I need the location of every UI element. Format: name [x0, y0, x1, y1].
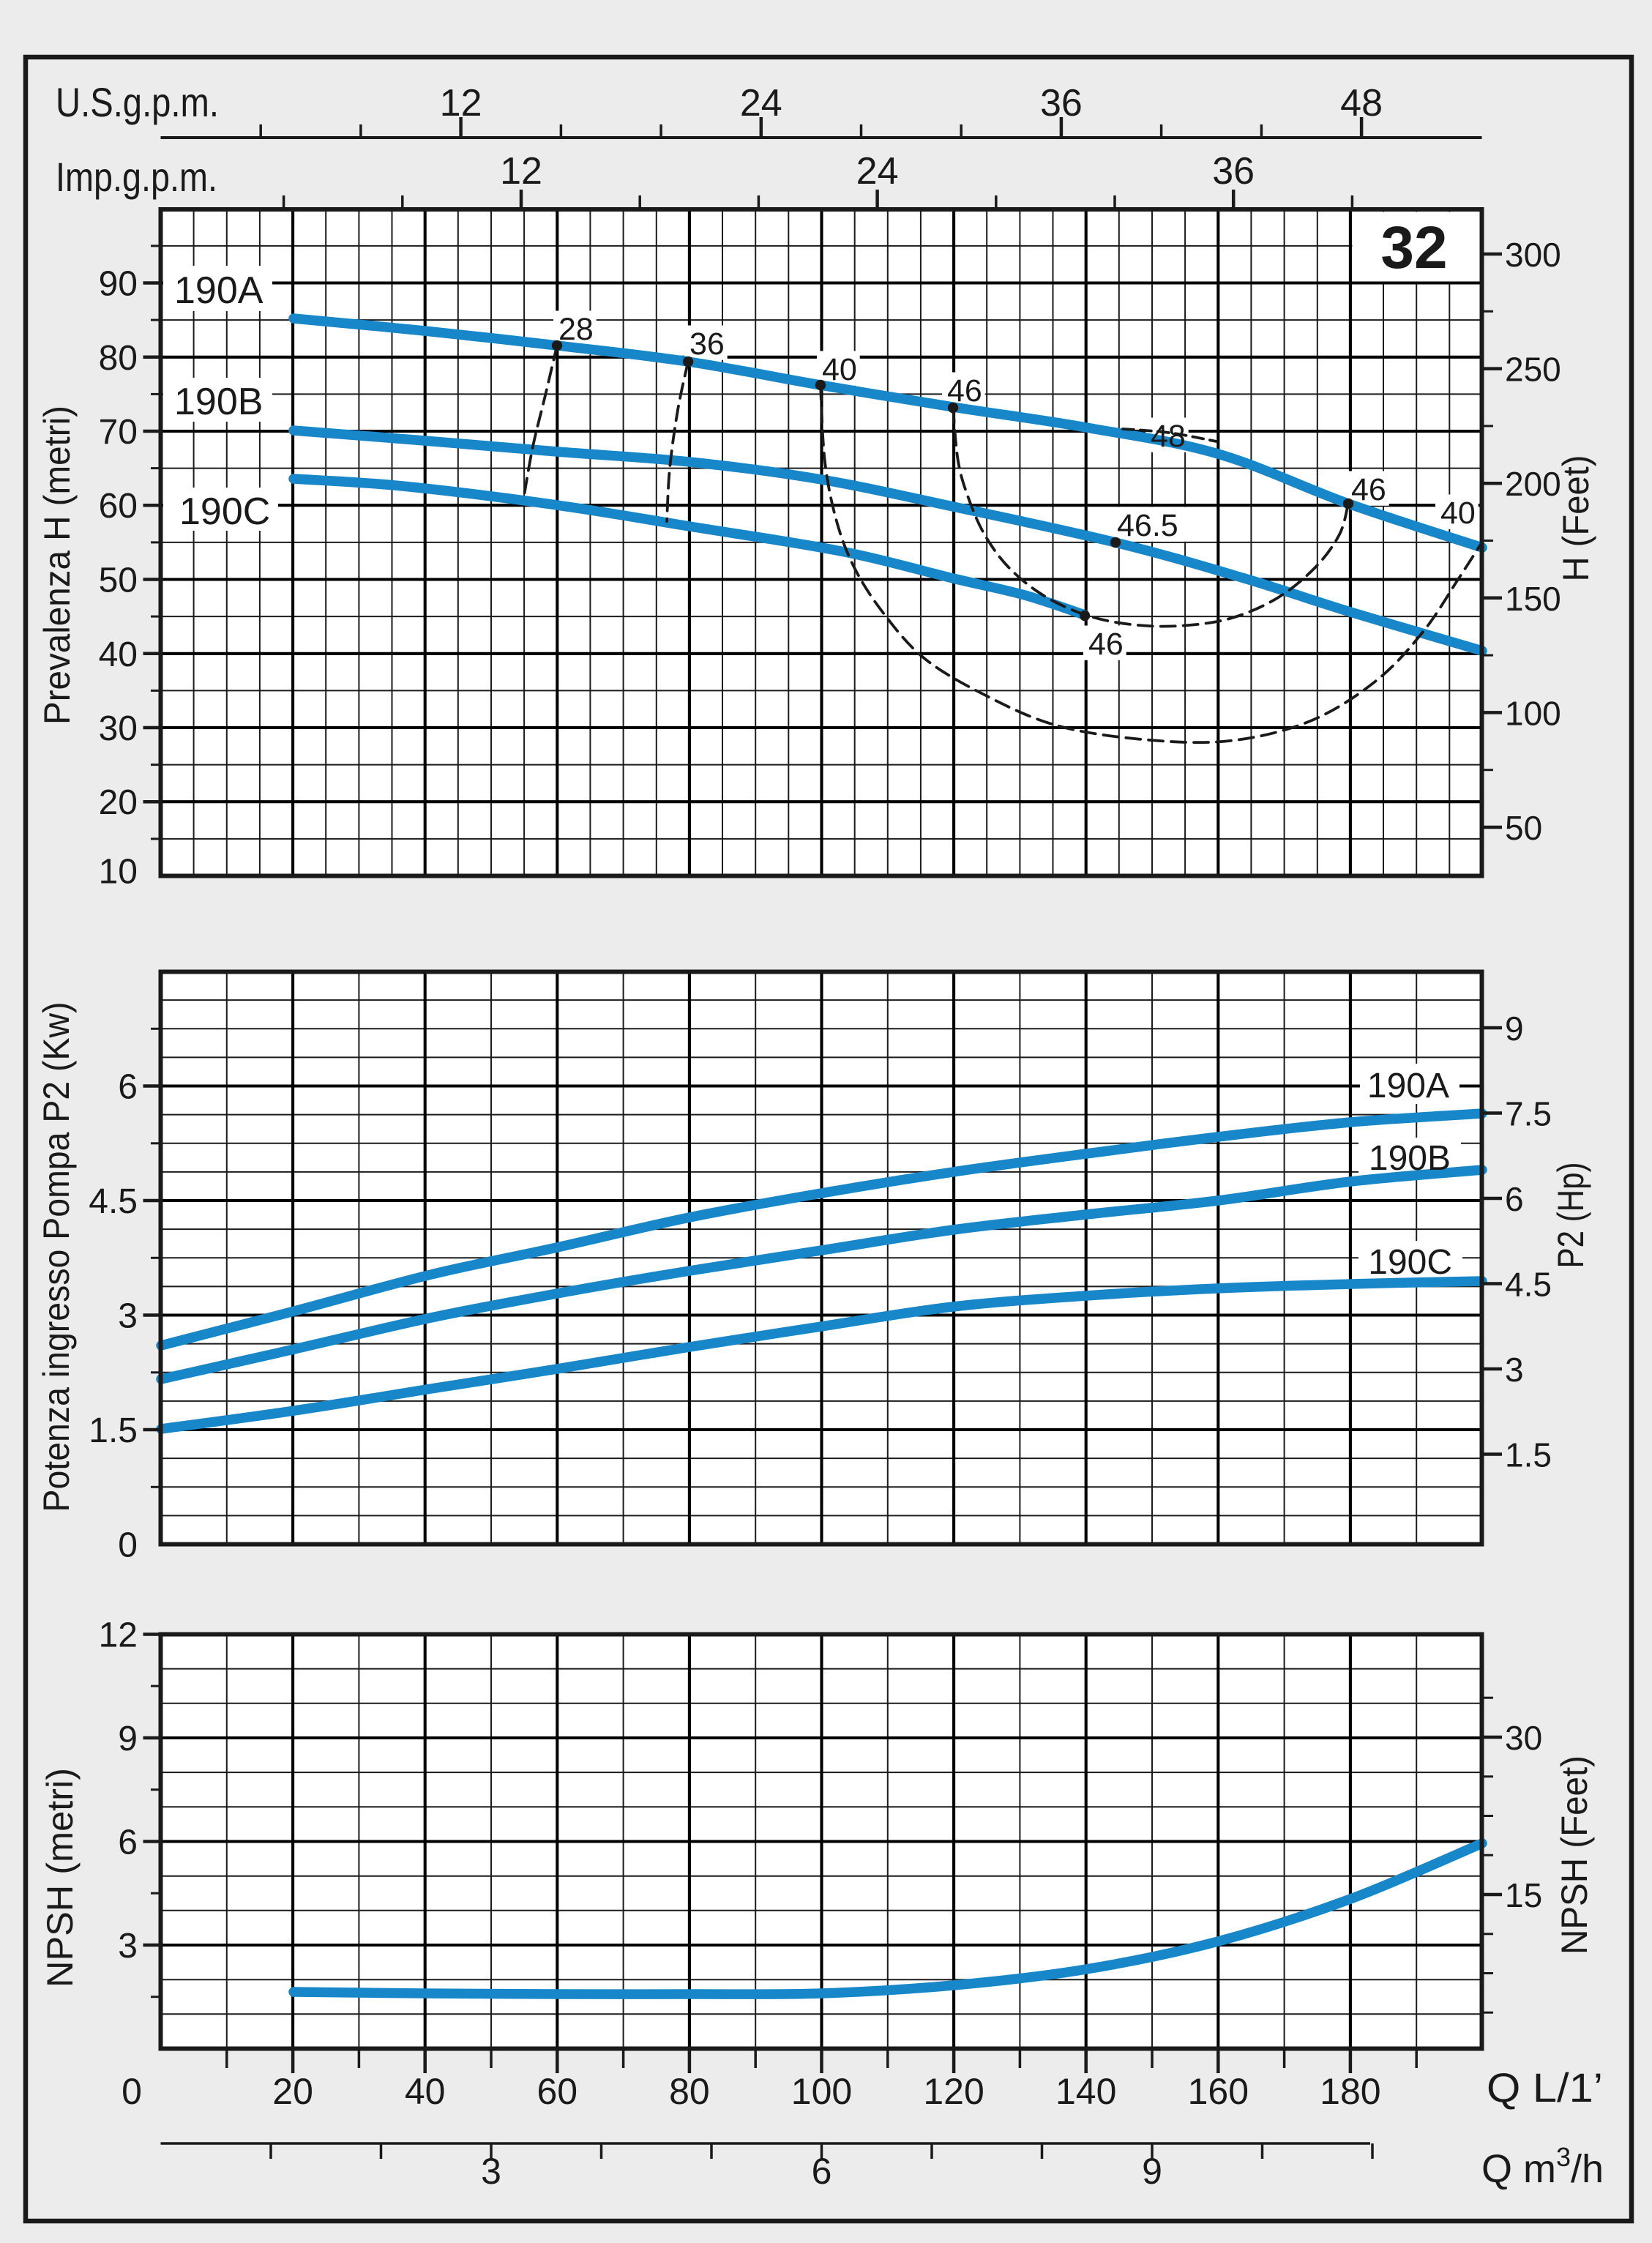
svg-text:10: 10: [99, 853, 138, 892]
svg-text:3: 3: [481, 2151, 501, 2192]
svg-text:3: 3: [118, 1927, 138, 1966]
svg-text:100: 100: [1505, 694, 1561, 732]
svg-text:P2 (Hp): P2 (Hp): [1550, 1162, 1591, 1269]
svg-text:90: 90: [99, 265, 138, 304]
svg-text:30: 30: [99, 709, 138, 748]
svg-text:190A: 190A: [1367, 1067, 1449, 1105]
svg-text:40: 40: [99, 635, 138, 674]
svg-text:NPSH (metri): NPSH (metri): [40, 1768, 81, 1988]
svg-text:60: 60: [99, 487, 138, 526]
svg-text:40: 40: [405, 2071, 446, 2112]
svg-text:15: 15: [1505, 1876, 1542, 1914]
svg-text:U.S.g.p.m.: U.S.g.p.m.: [56, 79, 219, 125]
svg-text:30: 30: [1505, 1719, 1542, 1757]
svg-text:120: 120: [923, 2071, 984, 2112]
svg-text:48: 48: [1340, 82, 1383, 124]
svg-text:36: 36: [689, 326, 725, 362]
svg-text:0: 0: [118, 1526, 138, 1565]
svg-text:46: 46: [947, 373, 982, 408]
svg-text:40: 40: [1440, 496, 1476, 531]
svg-text:300: 300: [1505, 236, 1561, 274]
svg-text:28: 28: [558, 312, 594, 347]
svg-text:12: 12: [99, 1616, 138, 1655]
svg-text:140: 140: [1055, 2071, 1116, 2112]
svg-text:46.5: 46.5: [1117, 508, 1178, 543]
svg-text:46: 46: [1351, 472, 1386, 507]
svg-text:4.5: 4.5: [89, 1182, 138, 1221]
svg-text:20: 20: [272, 2071, 313, 2112]
svg-text:3: 3: [118, 1297, 138, 1336]
svg-text:Potenza ingresso Pompa P2 (Kw): Potenza ingresso Pompa P2 (Kw): [36, 1002, 77, 1512]
svg-text:6: 6: [118, 1824, 138, 1862]
svg-text:1.5: 1.5: [1505, 1436, 1552, 1474]
svg-text:36: 36: [1212, 150, 1255, 193]
svg-text:6: 6: [1505, 1180, 1524, 1218]
svg-text:70: 70: [99, 413, 138, 452]
svg-text:200: 200: [1505, 465, 1561, 503]
svg-text:250: 250: [1505, 351, 1561, 389]
svg-text:9: 9: [118, 1720, 138, 1758]
svg-text:40: 40: [822, 352, 857, 387]
svg-text:160: 160: [1188, 2071, 1249, 2112]
svg-text:50: 50: [1505, 809, 1542, 847]
svg-text:60: 60: [537, 2071, 578, 2112]
svg-text:7.5: 7.5: [1505, 1095, 1552, 1133]
svg-text:9: 9: [1505, 1009, 1524, 1048]
svg-text:36: 36: [1040, 82, 1083, 124]
svg-text:32: 32: [1380, 214, 1447, 281]
svg-text:48: 48: [1151, 419, 1186, 454]
svg-text:80: 80: [99, 339, 138, 378]
svg-text:50: 50: [99, 561, 138, 600]
svg-text:12: 12: [500, 150, 542, 193]
svg-text:0: 0: [122, 2071, 142, 2112]
svg-text:24: 24: [740, 82, 782, 124]
svg-text:190B: 190B: [1369, 1139, 1451, 1178]
svg-text:H (Feet): H (Feet): [1555, 455, 1596, 582]
svg-text:3: 3: [1505, 1351, 1524, 1389]
svg-text:6: 6: [812, 2151, 832, 2192]
svg-text:12: 12: [440, 82, 482, 124]
svg-text:Q L/1’: Q L/1’: [1487, 2064, 1603, 2110]
svg-text:24: 24: [856, 150, 899, 193]
svg-text:100: 100: [791, 2071, 852, 2112]
svg-text:6: 6: [118, 1068, 138, 1107]
svg-text:Prevalenza H (metri): Prevalenza H (metri): [37, 406, 78, 725]
svg-text:190A: 190A: [174, 269, 264, 312]
svg-text:20: 20: [99, 783, 138, 822]
svg-text:190B: 190B: [174, 381, 263, 423]
svg-text:9: 9: [1142, 2151, 1162, 2192]
svg-text:Q m3/h: Q m3/h: [1481, 2142, 1604, 2191]
svg-text:80: 80: [669, 2071, 710, 2112]
svg-text:190C: 190C: [179, 490, 270, 533]
svg-text:150: 150: [1505, 580, 1561, 618]
svg-text:1.5: 1.5: [89, 1411, 138, 1450]
svg-text:4.5: 4.5: [1505, 1266, 1552, 1304]
svg-text:NPSH (Feet): NPSH (Feet): [1554, 1755, 1595, 1955]
svg-text:Imp.g.p.m.: Imp.g.p.m.: [56, 154, 217, 200]
svg-text:46: 46: [1088, 627, 1124, 662]
svg-text:180: 180: [1320, 2071, 1380, 2112]
svg-text:190C: 190C: [1368, 1243, 1452, 1282]
